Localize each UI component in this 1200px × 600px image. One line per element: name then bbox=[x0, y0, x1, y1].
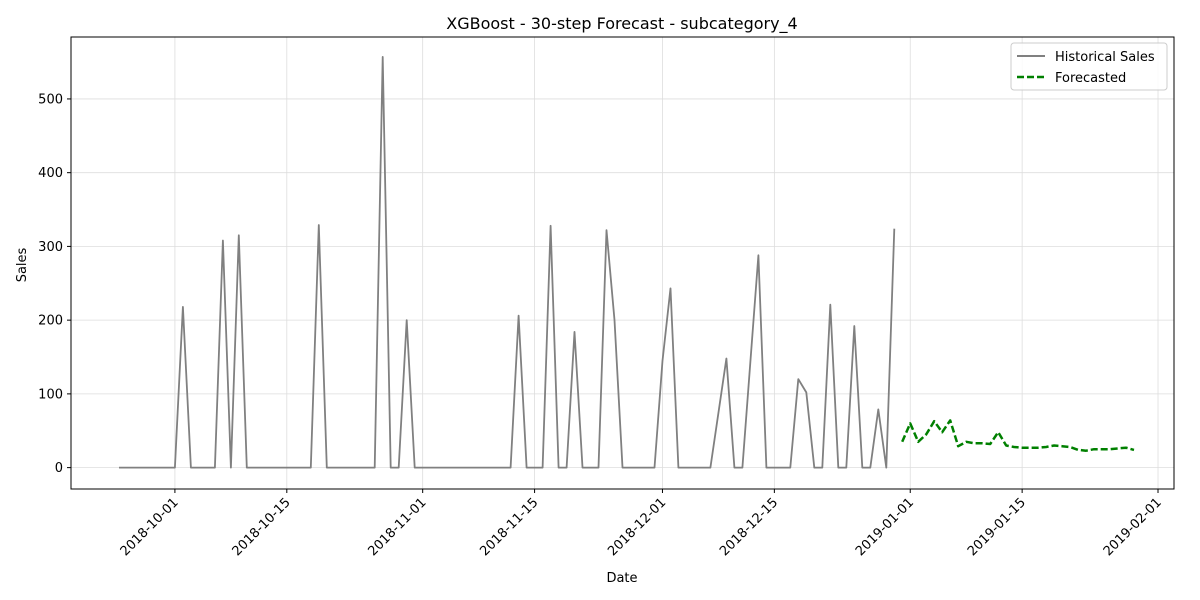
chart-title: XGBoost - 30-step Forecast - subcategory… bbox=[446, 14, 797, 34]
y-tick-label: 500 bbox=[38, 92, 63, 107]
y-tick-label: 400 bbox=[38, 166, 63, 181]
legend-label-historical: Historical Sales bbox=[1055, 50, 1155, 65]
historical-sales-line bbox=[119, 56, 896, 469]
y-tick-label: 100 bbox=[38, 387, 63, 402]
y-tick-label: 300 bbox=[38, 240, 63, 255]
legend-box bbox=[1010, 42, 1168, 91]
y-axis: 0 100 200 300 400 500 bbox=[38, 92, 71, 476]
plot-frame bbox=[70, 36, 1175, 490]
legend-label-forecasted: Forecasted bbox=[1055, 71, 1126, 86]
forecast-line bbox=[901, 419, 1135, 452]
legend: Historical Sales Forecasted bbox=[1010, 42, 1168, 91]
y-tick-label: 200 bbox=[38, 314, 63, 329]
y-axis-label: Sales bbox=[15, 247, 30, 282]
y-tick-label: 0 bbox=[55, 461, 63, 476]
x-axis-label: Date bbox=[606, 571, 637, 586]
series-lines bbox=[119, 56, 1135, 469]
